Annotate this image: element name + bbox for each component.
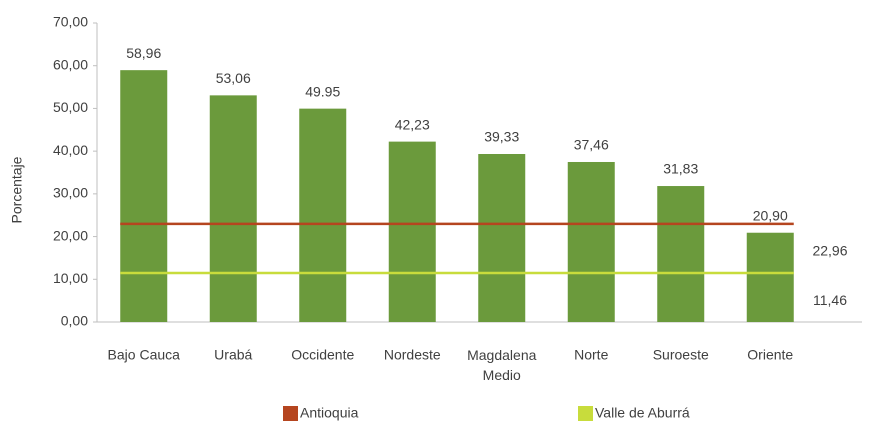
value-label: 37,46 [574,137,609,153]
x-tick-label: Norte [574,347,608,363]
reference-label: 22,96 [812,243,847,259]
legend-label: Valle de Aburrá [595,405,690,421]
y-tick-label: 0,00 [61,313,88,329]
value-label: 58,96 [126,45,161,61]
bar [209,95,257,322]
reference-label: 11,46 [813,292,847,308]
bar [478,154,526,322]
y-tick-label: 20,00 [53,227,88,243]
y-tick-label: 60,00 [53,56,88,72]
bar [746,232,794,322]
y-tick-label: 10,00 [53,270,88,286]
x-tick-label: Suroeste [653,347,709,363]
value-label: 53,06 [216,70,251,86]
x-tick-label: Oriente [747,347,793,363]
bar [388,141,436,322]
legend-swatch [578,406,593,421]
value-label: 49.95 [305,83,340,99]
value-label: 31,83 [663,161,698,177]
y-tick-label: 50,00 [53,99,88,115]
bar [657,186,705,322]
value-label: 39,33 [484,129,519,145]
legend-swatch [283,406,298,421]
bar [299,108,347,322]
bar [567,161,615,322]
value-label: 42,23 [395,116,430,132]
x-tick-label: Bajo Cauca [108,347,181,363]
value-label: 20,90 [753,207,788,223]
bar [120,70,168,322]
y-axis-label: Porcentaje [9,156,25,223]
x-tick-label: Urabá [214,347,252,363]
y-tick-label: 40,00 [53,142,88,158]
x-tick-label: Nordeste [384,347,441,363]
y-tick-label: 30,00 [53,185,88,201]
x-tick-label: Magdalena Medio [467,347,536,383]
legend-label: Antioquia [300,405,359,421]
y-tick-label: 70,00 [53,14,88,30]
x-tick-label: Occidente [291,347,354,363]
